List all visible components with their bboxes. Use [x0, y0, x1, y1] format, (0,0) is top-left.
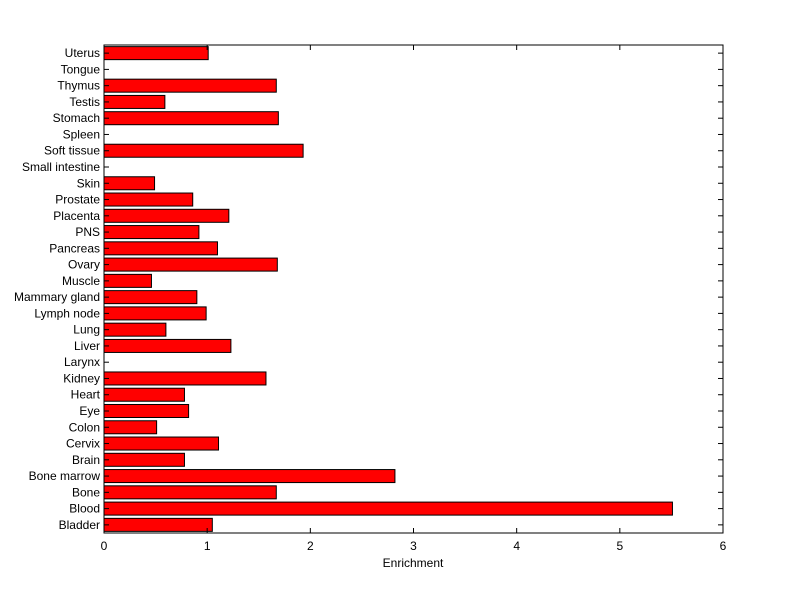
y-tick-label: Brain: [72, 453, 100, 467]
y-tick-label: Colon: [69, 420, 100, 434]
bar: [103, 387, 185, 402]
bar: [103, 273, 152, 288]
y-tick-label: Lung: [73, 323, 100, 337]
x-tick-label: 4: [513, 539, 520, 553]
x-tick-label: 1: [204, 539, 211, 553]
y-tick-label: Bladder: [59, 518, 100, 532]
y-tick-label: Placenta: [53, 209, 100, 223]
bar: [103, 517, 213, 532]
bar: [103, 241, 218, 256]
y-tick-label: Thymus: [57, 79, 100, 93]
y-tick-label: Lymph node: [34, 306, 100, 320]
y-tick-label: Mammary gland: [14, 290, 100, 304]
y-tick-label: Skin: [77, 176, 100, 190]
y-tick-label: Muscle: [62, 274, 100, 288]
y-tick-label: Heart: [71, 388, 101, 402]
x-tick-label: 6: [720, 539, 727, 553]
bar: [103, 78, 277, 93]
y-tick-label: Kidney: [63, 371, 100, 385]
y-tick-label: Bone marrow: [29, 469, 101, 483]
y-tick-label: Bone: [72, 485, 100, 499]
bar: [103, 257, 278, 272]
y-ticks: [104, 52, 723, 526]
bar: [103, 290, 198, 305]
y-tick-label: Larynx: [64, 355, 100, 369]
y-tick-label: Pancreas: [49, 241, 100, 255]
x-tick-label: 2: [307, 539, 314, 553]
y-tick-label: Prostate: [55, 193, 100, 207]
bar: [103, 176, 156, 191]
bar: [103, 322, 167, 337]
bar: [103, 94, 166, 109]
bar: [103, 501, 673, 516]
bar: [103, 420, 158, 435]
bars-group: [103, 46, 673, 532]
bar: [103, 225, 200, 240]
x-tick-label: 0: [101, 539, 108, 553]
y-tick-label: Liver: [74, 339, 100, 353]
bar: [103, 306, 207, 321]
x-ticks: [103, 45, 724, 533]
y-tick-label: Small intestine: [22, 160, 100, 174]
bar: [103, 469, 396, 484]
y-tick-label: Blood: [69, 502, 100, 516]
x-tick-label: 3: [410, 539, 417, 553]
bar: [103, 338, 232, 353]
y-tick-label: Ovary: [68, 258, 100, 272]
bar: [103, 452, 185, 467]
bar: [103, 46, 209, 61]
y-tick-label: PNS: [75, 225, 100, 239]
y-tick-labels: Uterus Tongue Thymus Testis Stomach Spleen Sof…: [14, 46, 101, 532]
x-axis-title: Enrichment: [383, 556, 444, 570]
bar: [103, 143, 304, 158]
y-tick-label: Cervix: [66, 437, 100, 451]
bar: [103, 403, 190, 419]
y-tick-label: Eye: [79, 404, 100, 418]
y-tick-label: Spleen: [63, 127, 100, 141]
bar: [103, 111, 279, 126]
y-tick-label: Stomach: [53, 111, 100, 125]
y-tick-label: Tongue: [61, 62, 101, 76]
y-tick-label: Testis: [69, 95, 100, 109]
x-tick-label: 5: [616, 539, 623, 553]
bar: [103, 485, 277, 500]
bar: [103, 208, 230, 223]
bar: [103, 371, 267, 386]
bar: [103, 192, 194, 207]
y-tick-label: Soft tissue: [44, 144, 100, 158]
y-tick-label: Uterus: [65, 46, 100, 60]
bar: [103, 436, 220, 451]
x-tick-labels: 0 1 2 3 4 5 6: [101, 539, 727, 553]
